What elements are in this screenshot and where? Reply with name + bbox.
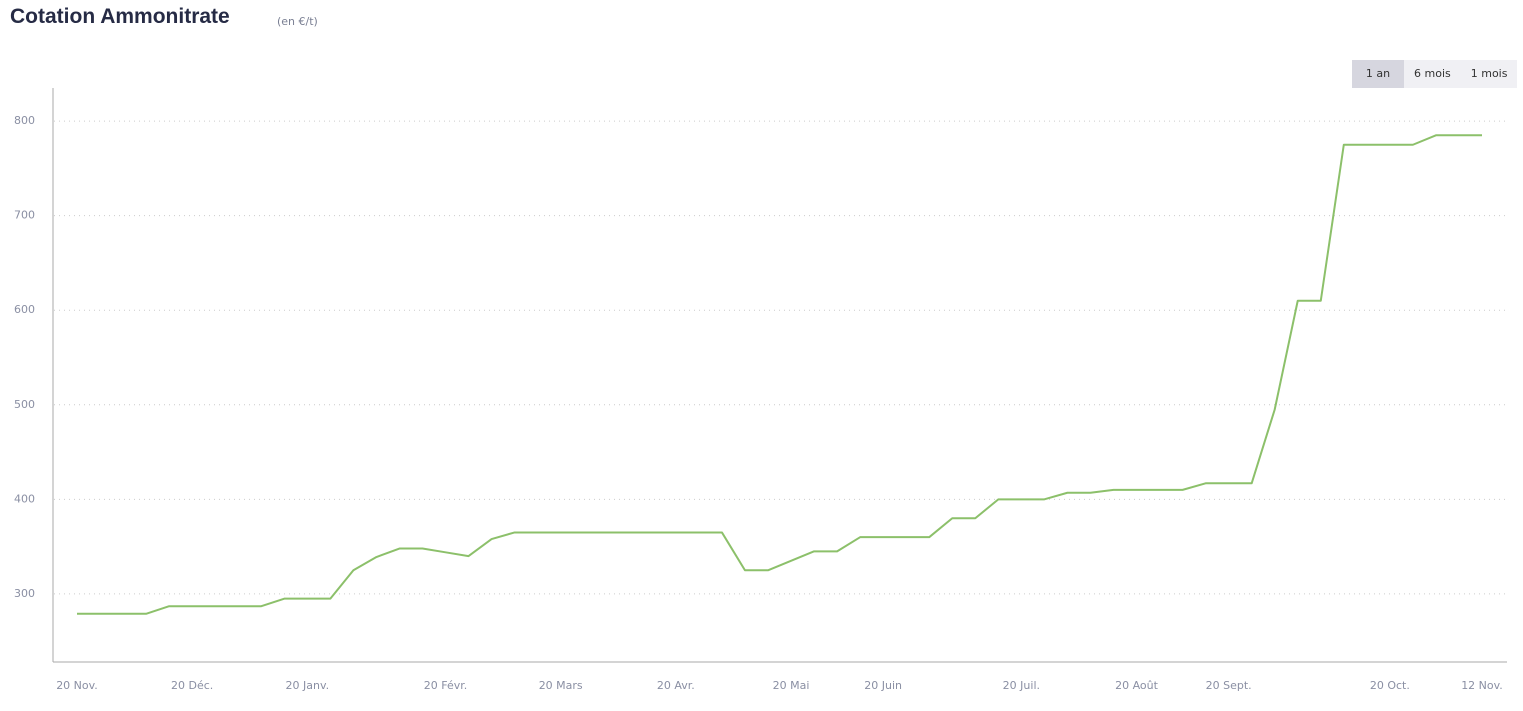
x-tick-label: 20 Mars xyxy=(539,679,583,692)
x-tick-label: 20 Janv. xyxy=(286,679,330,692)
range-button[interactable]: 1 an xyxy=(1352,60,1404,88)
x-tick-label: 20 Nov. xyxy=(56,679,98,692)
chart-subtitle: (en €/t) xyxy=(277,15,318,28)
y-tick-label: 300 xyxy=(14,587,35,600)
range-button[interactable]: 1 mois xyxy=(1470,67,1508,80)
y-tick-label: 400 xyxy=(14,492,35,505)
y-tick-label: 800 xyxy=(14,114,35,127)
x-tick-label: 20 Sept. xyxy=(1206,679,1252,692)
y-tick-label: 600 xyxy=(14,303,35,316)
range-selector: 1 an 6 mois 1 mois xyxy=(1352,60,1518,88)
x-tick-label: 20 Mai xyxy=(773,679,810,692)
line-series xyxy=(77,134,1482,615)
y-tick-label: 500 xyxy=(14,398,35,411)
x-tick-label: 12 Nov. xyxy=(1461,679,1503,692)
x-tick-label: 20 Juil. xyxy=(1003,679,1040,692)
x-tick-label: 20 Avr. xyxy=(657,679,695,692)
x-tick-label: 20 Févr. xyxy=(424,679,468,692)
chart-title: Cotation Ammonitrate xyxy=(10,5,230,28)
x-tick-label: 20 Juin xyxy=(864,679,902,692)
x-tick-label: 20 Oct. xyxy=(1370,679,1410,692)
y-tick-label: 700 xyxy=(14,209,35,222)
x-tick-label: 20 Déc. xyxy=(171,679,213,692)
x-tick-label: 20 Août xyxy=(1115,679,1159,692)
range-button[interactable]: 6 mois xyxy=(1414,67,1451,80)
